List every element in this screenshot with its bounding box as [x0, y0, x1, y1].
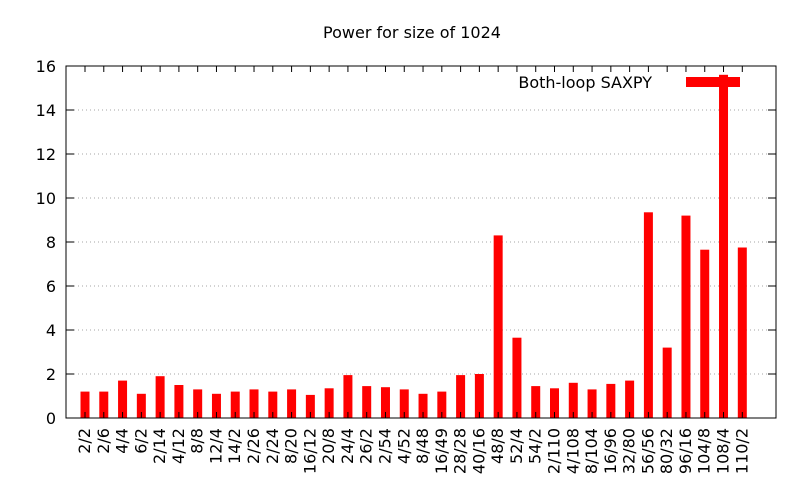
- bar: [700, 249, 710, 418]
- bar: [268, 391, 278, 418]
- bar: [249, 389, 259, 418]
- bar: [474, 374, 484, 418]
- bar: [456, 375, 466, 418]
- x-tick-label: 56/56: [638, 428, 657, 474]
- y-tick-label: 14: [36, 101, 56, 120]
- bar: [587, 389, 597, 418]
- x-tick-label: 2/110: [545, 428, 564, 474]
- y-tick-label: 10: [36, 189, 56, 208]
- bar: [155, 376, 165, 418]
- gridlines: [66, 109, 776, 375]
- bar: [174, 385, 184, 418]
- bar: [568, 382, 578, 418]
- bar: [737, 247, 747, 418]
- bar: [80, 391, 90, 418]
- x-tick-label: 54/2: [526, 428, 545, 464]
- legend: Both-loop SAXPY: [518, 73, 740, 92]
- bar: [418, 393, 428, 418]
- y-tick-label: 16: [36, 57, 56, 76]
- y-tick-label: 8: [46, 233, 56, 252]
- x-tick-label: 8/20: [282, 428, 301, 464]
- bar: [136, 393, 146, 418]
- x-tick-label: 4/4: [113, 428, 132, 454]
- x-tick-label: 6/2: [131, 428, 150, 454]
- bar: [362, 386, 372, 418]
- x-tick-label: 108/4: [714, 428, 733, 474]
- x-tick-label: 28/28: [451, 428, 470, 474]
- x-tick-label: 96/16: [676, 428, 695, 474]
- x-tick-label: 104/8: [695, 428, 714, 474]
- legend-swatch: [686, 77, 740, 87]
- bar: [437, 391, 447, 418]
- legend-label: Both-loop SAXPY: [518, 73, 652, 92]
- x-tick-label: 2/54: [375, 428, 394, 464]
- bar: [681, 215, 691, 418]
- x-tick-label: 8/104: [582, 428, 601, 474]
- x-tick-label: 2/24: [263, 428, 282, 464]
- bar: [550, 388, 559, 418]
- bar: [230, 391, 240, 418]
- bar: [662, 347, 672, 418]
- y-tick-label: 2: [46, 365, 56, 384]
- bar: [399, 389, 409, 418]
- bar: [512, 337, 522, 418]
- x-tick-label: 8/48: [413, 428, 432, 464]
- bar: [211, 393, 221, 418]
- x-tick-label: 2/14: [150, 428, 169, 464]
- x-axis-ticks: 2/2 2/6 4/4 6/2 2/14 4/12 8/8 12/4 14/2 2/26 2/24 8…: [75, 66, 751, 474]
- x-tick-label: 48/8: [488, 428, 507, 464]
- y-tick-label: 6: [46, 277, 56, 296]
- bar: [625, 380, 635, 418]
- x-tick-label: 110/2: [732, 428, 751, 474]
- bar: [193, 389, 203, 418]
- bar: [343, 375, 353, 418]
- x-tick-label: 4/108: [563, 428, 582, 474]
- x-tick-label: 14/2: [225, 428, 244, 464]
- bar: [287, 389, 297, 418]
- bar: [719, 74, 729, 419]
- bar: [324, 388, 334, 418]
- bar: [643, 212, 653, 418]
- bar: [531, 386, 541, 418]
- y-tick-label: 0: [46, 409, 56, 428]
- x-tick-label: 2/2: [75, 428, 94, 454]
- x-tick-label: 24/4: [338, 428, 357, 464]
- x-tick-label: 2/6: [94, 428, 113, 454]
- bars: [80, 74, 747, 419]
- bar: [118, 380, 128, 418]
- x-tick-label: 12/4: [206, 428, 225, 464]
- y-axis-ticks: 0 2 4 6 8 10 12 14 16: [36, 57, 776, 428]
- x-tick-label: 80/32: [657, 428, 676, 474]
- x-tick-label: 16/12: [300, 428, 319, 474]
- bar: [380, 387, 390, 418]
- plot-frame: [65, 65, 777, 419]
- bar: [305, 394, 315, 418]
- x-tick-label: 4/12: [169, 428, 188, 464]
- bar: [493, 235, 503, 418]
- y-tick-label: 4: [46, 321, 56, 340]
- x-tick-label: 8/8: [188, 428, 207, 454]
- x-tick-label: 40/16: [469, 428, 488, 474]
- bar: [99, 391, 109, 418]
- x-tick-label: 16/96: [601, 428, 620, 474]
- chart-title: Power for size of 1024: [323, 23, 501, 42]
- y-tick-label: 12: [36, 145, 56, 164]
- x-tick-label: 32/80: [620, 428, 639, 474]
- x-tick-label: 2/26: [244, 428, 263, 464]
- x-tick-label: 4/52: [394, 428, 413, 464]
- bar: [606, 383, 616, 418]
- x-tick-label: 26/2: [357, 428, 376, 464]
- x-tick-label: 20/8: [319, 428, 338, 464]
- x-tick-label: 52/4: [507, 428, 526, 464]
- x-tick-label: 16/49: [432, 428, 451, 474]
